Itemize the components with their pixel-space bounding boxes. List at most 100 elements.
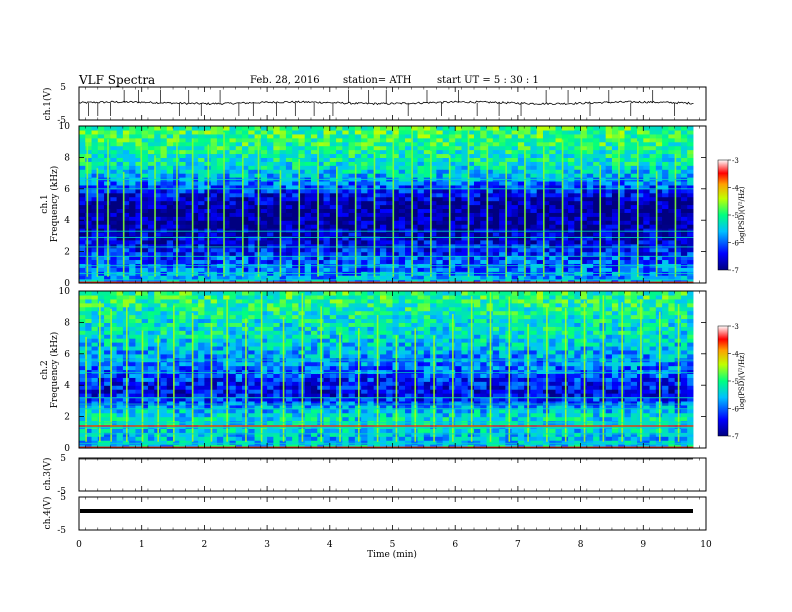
spectrogram-cell [524, 133, 532, 139]
spectrogram-cell [135, 298, 143, 304]
spectrogram-cell [116, 157, 124, 162]
spectrogram-cell [310, 235, 318, 241]
spectrogram-cell [216, 279, 224, 284]
spectrogram-cell [417, 220, 425, 225]
spectrogram-cell [655, 133, 663, 139]
spectrogram-cell [191, 141, 199, 147]
spectrogram-cell [204, 408, 212, 414]
spectrogram-cell [568, 126, 575, 131]
spectrogram-cell [417, 129, 425, 135]
spectrogram-cell [499, 161, 506, 166]
spectrogram-cell [179, 298, 187, 304]
spectrogram-cell [166, 377, 174, 382]
spectrogram-cell [386, 259, 394, 264]
spectrogram-cell [549, 196, 557, 202]
spectrogram-cell [154, 251, 162, 257]
spectrogram-cell [97, 444, 105, 449]
spectrogram-cell [524, 239, 532, 245]
spectrogram-cell [173, 377, 180, 382]
spectrogram-cell [474, 192, 481, 198]
spectrogram-cell [198, 404, 205, 410]
spectrogram-cell [373, 153, 381, 158]
spectrogram-cell [668, 180, 676, 186]
spectrogram-cell [568, 161, 575, 166]
spectrogram-cell [618, 173, 626, 178]
spectrogram-cell [160, 180, 168, 186]
spectrogram-cell [687, 212, 695, 217]
spectrogram-cell [160, 314, 168, 320]
spectrogram-cell [223, 255, 231, 261]
spectrogram-cell [242, 255, 249, 261]
spectrogram-cell [204, 432, 212, 437]
spectrogram-cell [599, 157, 607, 162]
spectrogram-cell [141, 381, 149, 386]
spectrogram-cell [129, 377, 137, 382]
spectrogram-cell [185, 208, 193, 213]
spectrogram-cell [141, 137, 149, 143]
spectrogram-cell [561, 239, 569, 245]
spectrogram-cell [549, 133, 557, 139]
spectrogram-cell [229, 424, 237, 429]
spectrogram-cell [79, 251, 86, 257]
spectrogram-cell [267, 196, 274, 202]
spectrogram-cell [235, 259, 243, 264]
spectrogram-cell [154, 200, 162, 206]
spectrogram-cell [379, 149, 387, 155]
spectrogram-cell [91, 243, 99, 249]
spectrogram-cell [411, 212, 419, 217]
spectrogram-cell [97, 200, 105, 206]
spectrogram-cell [191, 330, 199, 335]
spectrogram-cell [85, 196, 93, 202]
spectrogram-cell [637, 228, 644, 233]
spectrogram-cell [417, 216, 425, 221]
spectrogram-cell [599, 247, 607, 253]
spectrogram-cell [110, 440, 118, 445]
spectrogram-cell [618, 161, 626, 166]
spectrogram-cell [147, 412, 155, 418]
spectrogram-cell [141, 373, 149, 378]
spectrogram-cell [637, 161, 644, 166]
spectrogram-cell [367, 247, 375, 253]
spectrogram-cell [204, 400, 212, 406]
spectrogram-cell [442, 259, 450, 264]
spectrogram-cell [655, 137, 663, 143]
spectrogram-cell [147, 396, 155, 402]
spectrogram-cell [91, 416, 99, 422]
spectrogram-cell [141, 436, 149, 441]
spectrogram-cell [179, 247, 187, 253]
spectrogram-cell [235, 137, 243, 143]
spectrogram-cell [279, 228, 287, 233]
spectrogram-cell [336, 157, 343, 162]
spectrogram-cell [85, 353, 93, 359]
spectrogram-cell [242, 133, 249, 139]
spectrogram-cell [680, 216, 688, 221]
spectrogram-cell [160, 436, 168, 441]
spectrogram-cell [160, 377, 168, 382]
spectrogram-cell [292, 165, 300, 170]
spectrogram-cell [655, 141, 663, 147]
spectrogram-cell [85, 345, 93, 351]
spectrogram-cell [680, 243, 688, 249]
spectrogram-cell [354, 247, 362, 253]
spectrogram-cell [386, 145, 394, 151]
spectrogram-cell [423, 200, 431, 206]
spectrogram-cell [185, 389, 193, 394]
spectrogram-cell [97, 137, 105, 143]
spectrogram-cell [147, 204, 155, 210]
spectrogram-cell [430, 173, 437, 178]
spectrogram-cell [405, 126, 412, 131]
spectrogram-cell [467, 224, 475, 229]
spectrogram-cell [267, 267, 274, 272]
spectrogram-cell [141, 200, 149, 206]
spectrogram-cell [147, 400, 155, 406]
spectrogram-cell [229, 228, 237, 233]
spectrogram-cell [279, 141, 287, 147]
spectrogram-cell [367, 192, 375, 198]
spectrogram-cell [229, 400, 237, 406]
spectrogram-cell [204, 381, 212, 386]
spectrogram-cell [122, 228, 130, 233]
spectrogram-cell [486, 129, 494, 135]
spectrogram-cell [649, 141, 657, 147]
spectrogram-cell [618, 188, 626, 194]
spectrogram-cell [336, 145, 343, 151]
